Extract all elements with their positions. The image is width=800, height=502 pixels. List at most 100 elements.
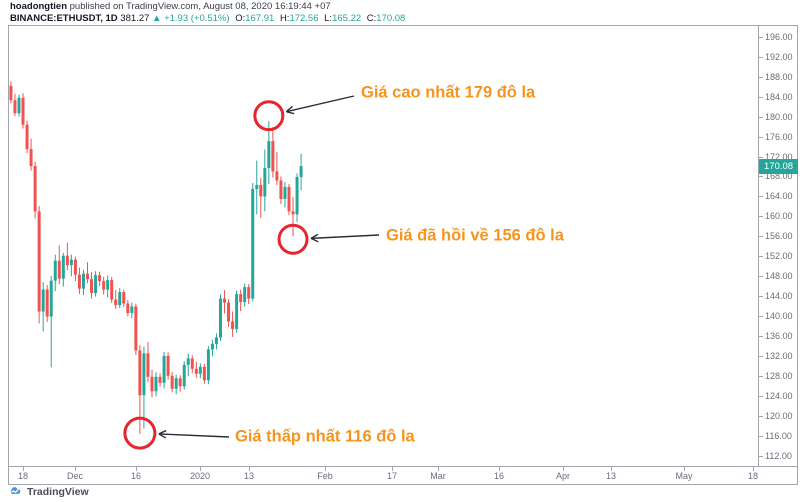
candle (170, 371, 174, 393)
close-value: 170.08 (376, 13, 406, 24)
open-label: O: (235, 13, 246, 24)
candle (239, 289, 243, 312)
candle (118, 288, 122, 309)
symbol-legend: BINANCE:ETHUSDT, 1D 381.27 ▲ +1.93 (+0.5… (10, 13, 405, 24)
price-tick-mark (759, 236, 763, 238)
annotation-arrow-lowest (158, 429, 230, 439)
candle (243, 283, 247, 307)
price-tick-mark (759, 455, 763, 457)
candle (134, 303, 138, 355)
close-label: C: (366, 13, 377, 24)
price-tick-mark (759, 415, 763, 417)
low-label: L: (324, 13, 333, 24)
price-tick-mark (759, 276, 763, 278)
author-name: hoadongtien (10, 1, 67, 12)
candle (206, 345, 210, 385)
price-tick-label: 164.00 (765, 191, 793, 202)
price-tick-label: 112.00 (765, 450, 792, 461)
candle (102, 276, 106, 295)
price-tick-label: 124.00 (765, 390, 793, 401)
candle (33, 161, 37, 219)
candle (94, 271, 98, 297)
candle (194, 361, 198, 378)
candle (29, 138, 33, 171)
price-tick-label: 172.00 (765, 151, 793, 162)
price-tick-label: 156.00 (765, 231, 793, 242)
candle (81, 269, 85, 296)
candle (251, 182, 255, 302)
candle (154, 372, 158, 397)
candle (41, 282, 45, 332)
candle (17, 94, 21, 117)
time-tick-label: 16 (130, 471, 142, 481)
annotation-circle-recovered (277, 223, 309, 255)
candle (218, 294, 222, 341)
high-value: 172.56 (289, 13, 319, 24)
candle (275, 152, 279, 185)
candle (122, 289, 126, 308)
open-value: 167.91 (245, 13, 275, 24)
candle (21, 93, 25, 129)
time-tick-mark (563, 467, 564, 471)
price-tick-label: 160.00 (765, 211, 793, 222)
annotation-arrow-recovered (310, 233, 380, 243)
low-value: 165.22 (332, 13, 362, 24)
price-tick-label: 132.00 (765, 350, 793, 361)
candle (198, 363, 202, 379)
price-tick-label: 196.00 (765, 31, 793, 42)
time-tick-label: Apr (555, 471, 571, 481)
candle (279, 176, 283, 204)
candle (65, 242, 69, 271)
price-tick-mark (759, 116, 763, 118)
candle (263, 149, 267, 212)
price-change: ▲ +1.93 (+0.51%) (152, 13, 230, 24)
price-tick-mark (759, 395, 763, 397)
annotation-circle-highest (253, 100, 285, 132)
time-tick-label: 17 (386, 471, 398, 481)
candle (73, 256, 77, 282)
candle (13, 93, 17, 117)
candle (223, 290, 227, 314)
candle (138, 344, 142, 435)
time-axis[interactable]: 18 Dec 16 2020 13 Feb 17 Mar 16 Apr 13 May 18 (9, 466, 797, 484)
time-tick-label: Feb (317, 471, 333, 481)
price-tick-mark (759, 96, 763, 98)
price-tick-label: 120.00 (765, 410, 793, 421)
time-tick-mark (249, 467, 250, 471)
candle (130, 302, 134, 319)
candlestick-plot: Giá cao nhất 179 đô la Giá đã hồi về 156… (9, 26, 758, 466)
price-tick-mark (759, 335, 763, 337)
time-tick-mark (200, 467, 201, 471)
price-tick-mark (759, 156, 763, 158)
time-tick-mark (438, 467, 439, 471)
chart-frame: Giá cao nhất 179 đô la Giá đã hồi về 156… (8, 25, 798, 485)
publish-text: published on TradingView.com, August 08,… (67, 1, 331, 12)
candle (69, 254, 73, 277)
candle (255, 160, 259, 215)
time-tick-mark (136, 467, 137, 471)
price-tick-label: 116.00 (765, 430, 792, 441)
time-tick-mark (325, 467, 326, 471)
candle (287, 183, 291, 216)
candle (182, 361, 186, 390)
price-axis[interactable]: 170.08 196.00 192.00 188.00 184.00 180.00 176… (758, 26, 798, 466)
candle (77, 267, 81, 295)
price-tick-mark (759, 136, 763, 138)
candle (295, 173, 299, 222)
candle (231, 311, 235, 337)
annotation-text-lowest: Giá thấp nhất 116 đô la (235, 427, 415, 446)
chart-header: hoadongtien published on TradingView.com… (10, 1, 405, 24)
price-tick-mark (759, 435, 763, 437)
candle (178, 375, 182, 392)
price-tick-label: 184.00 (765, 91, 793, 102)
time-tick-label: May (675, 471, 693, 481)
candle (166, 352, 170, 380)
annotation-circle-lowest (123, 416, 157, 450)
time-tick-label: 2020 (189, 471, 211, 481)
candle (37, 205, 41, 324)
candle (210, 339, 214, 357)
price-tick-mark (759, 216, 763, 218)
last-price-badge: 170.08 (759, 158, 798, 174)
time-tick-mark (753, 467, 754, 471)
